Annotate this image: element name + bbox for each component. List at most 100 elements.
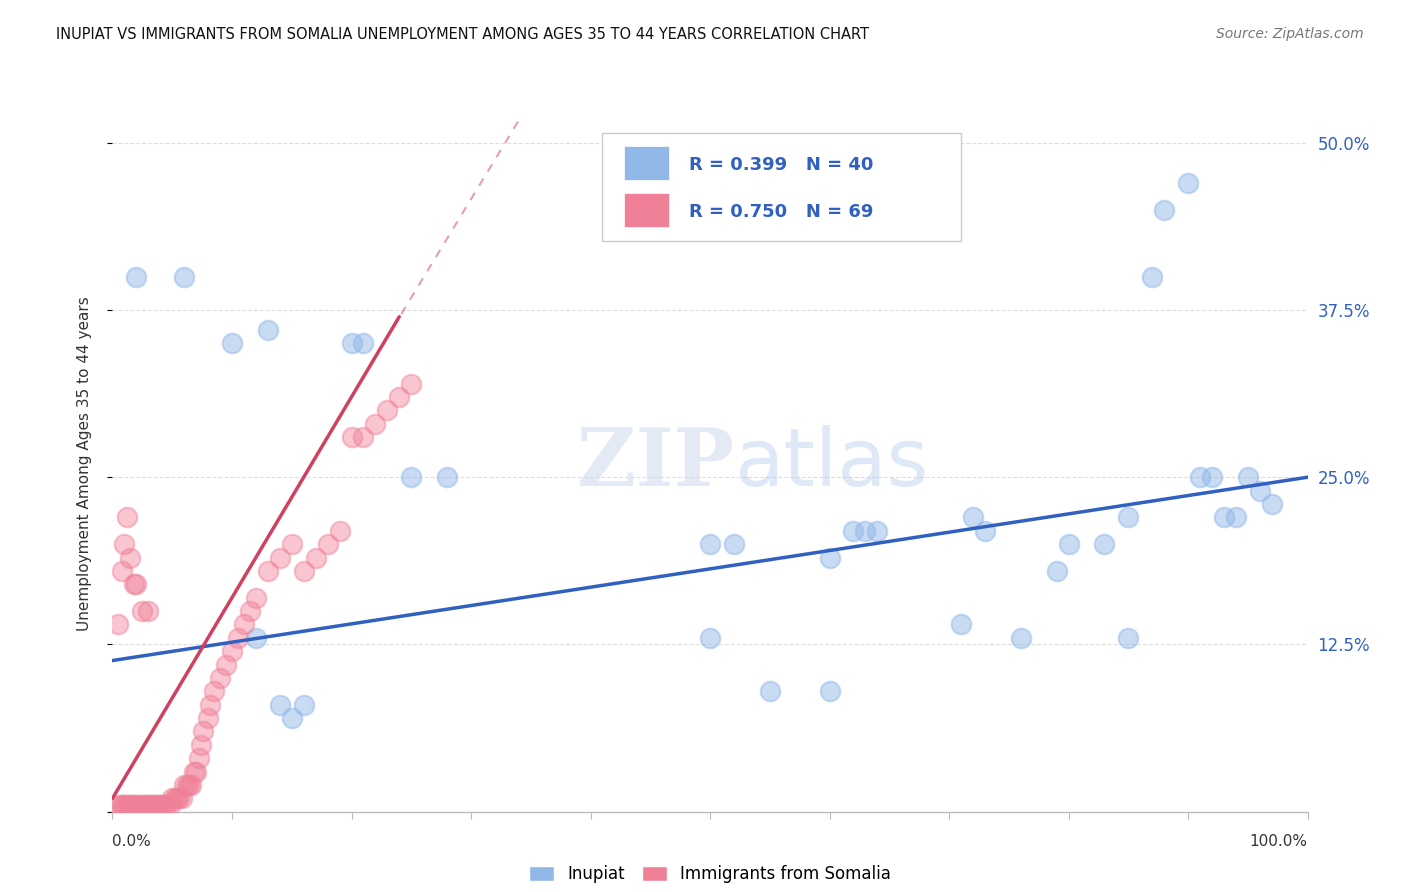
Point xyxy=(115,797,138,812)
Point xyxy=(163,791,186,805)
Point xyxy=(122,577,145,591)
Point xyxy=(197,711,219,725)
Point xyxy=(949,617,972,632)
Point xyxy=(269,550,291,565)
Text: R = 0.399   N = 40: R = 0.399 N = 40 xyxy=(689,156,873,174)
Point xyxy=(759,684,782,698)
Point xyxy=(129,797,152,812)
Point xyxy=(1010,631,1032,645)
Point xyxy=(245,631,267,645)
Point xyxy=(112,797,135,812)
Point xyxy=(269,698,291,712)
Text: ZIP: ZIP xyxy=(576,425,734,503)
Point xyxy=(128,797,150,812)
Point xyxy=(159,797,181,812)
Point xyxy=(215,657,238,672)
Point xyxy=(1212,510,1236,524)
Point xyxy=(177,778,200,792)
Point xyxy=(818,550,841,565)
Point xyxy=(1260,497,1282,511)
Point xyxy=(842,524,865,538)
Point xyxy=(200,698,222,712)
Point xyxy=(173,269,195,284)
Point xyxy=(114,537,135,551)
Point xyxy=(340,430,363,444)
Point xyxy=(281,711,304,725)
Point xyxy=(186,764,208,779)
Point xyxy=(304,550,326,565)
Point xyxy=(1153,202,1175,217)
Point xyxy=(208,671,231,685)
Point xyxy=(866,524,889,538)
Point xyxy=(176,778,198,792)
Point xyxy=(111,564,134,578)
Point xyxy=(149,797,172,812)
FancyBboxPatch shape xyxy=(624,193,669,227)
Point xyxy=(1189,470,1212,484)
Point xyxy=(125,577,148,591)
Text: 0.0%: 0.0% xyxy=(112,834,152,849)
Point xyxy=(436,470,458,484)
Point xyxy=(120,550,142,565)
Point xyxy=(699,631,721,645)
Point xyxy=(962,510,984,524)
Point xyxy=(316,537,339,551)
Point xyxy=(190,738,212,752)
Point xyxy=(162,791,183,805)
Point xyxy=(118,797,141,812)
Point xyxy=(166,791,188,805)
Point xyxy=(169,791,191,805)
Point xyxy=(173,778,195,792)
Point xyxy=(145,797,167,812)
Point xyxy=(114,797,135,812)
Point xyxy=(352,336,374,351)
Text: INUPIAT VS IMMIGRANTS FROM SOMALIA UNEMPLOYMENT AMONG AGES 35 TO 44 YEARS CORREL: INUPIAT VS IMMIGRANTS FROM SOMALIA UNEMP… xyxy=(56,27,869,42)
Point xyxy=(202,684,225,698)
Point xyxy=(135,797,157,812)
Point xyxy=(125,269,148,284)
Point xyxy=(138,604,160,618)
Point xyxy=(232,617,256,632)
Point xyxy=(221,644,243,658)
Point xyxy=(1177,176,1199,190)
Point xyxy=(107,797,129,812)
Point xyxy=(193,724,215,739)
Point xyxy=(1237,470,1260,484)
Point xyxy=(1201,470,1223,484)
Text: R = 0.750   N = 69: R = 0.750 N = 69 xyxy=(689,203,873,221)
Point xyxy=(1057,537,1080,551)
Point xyxy=(340,336,363,351)
Text: Source: ZipAtlas.com: Source: ZipAtlas.com xyxy=(1216,27,1364,41)
Point xyxy=(1225,510,1247,524)
Point xyxy=(139,797,162,812)
Point xyxy=(226,631,249,645)
FancyBboxPatch shape xyxy=(602,134,960,241)
Point xyxy=(110,797,132,812)
Point xyxy=(853,524,877,538)
Point xyxy=(132,797,155,812)
Point xyxy=(146,797,169,812)
Point xyxy=(364,417,387,431)
Point xyxy=(401,376,423,391)
Point xyxy=(187,751,209,765)
Point xyxy=(352,430,374,444)
Point xyxy=(973,524,995,538)
Point xyxy=(257,564,280,578)
Point xyxy=(121,797,143,812)
Point xyxy=(1116,631,1139,645)
Point xyxy=(1249,483,1271,498)
Point xyxy=(152,797,174,812)
Point xyxy=(131,604,153,618)
Point xyxy=(115,510,138,524)
Point xyxy=(1092,537,1115,551)
Point xyxy=(723,537,745,551)
Point xyxy=(180,778,202,792)
Point xyxy=(125,797,148,812)
Point xyxy=(401,470,423,484)
Legend: Inupiat, Immigrants from Somalia: Inupiat, Immigrants from Somalia xyxy=(529,865,891,883)
Point xyxy=(699,537,721,551)
Text: 100.0%: 100.0% xyxy=(1250,834,1308,849)
Point xyxy=(292,564,315,578)
Point xyxy=(156,797,179,812)
Point xyxy=(221,336,243,351)
